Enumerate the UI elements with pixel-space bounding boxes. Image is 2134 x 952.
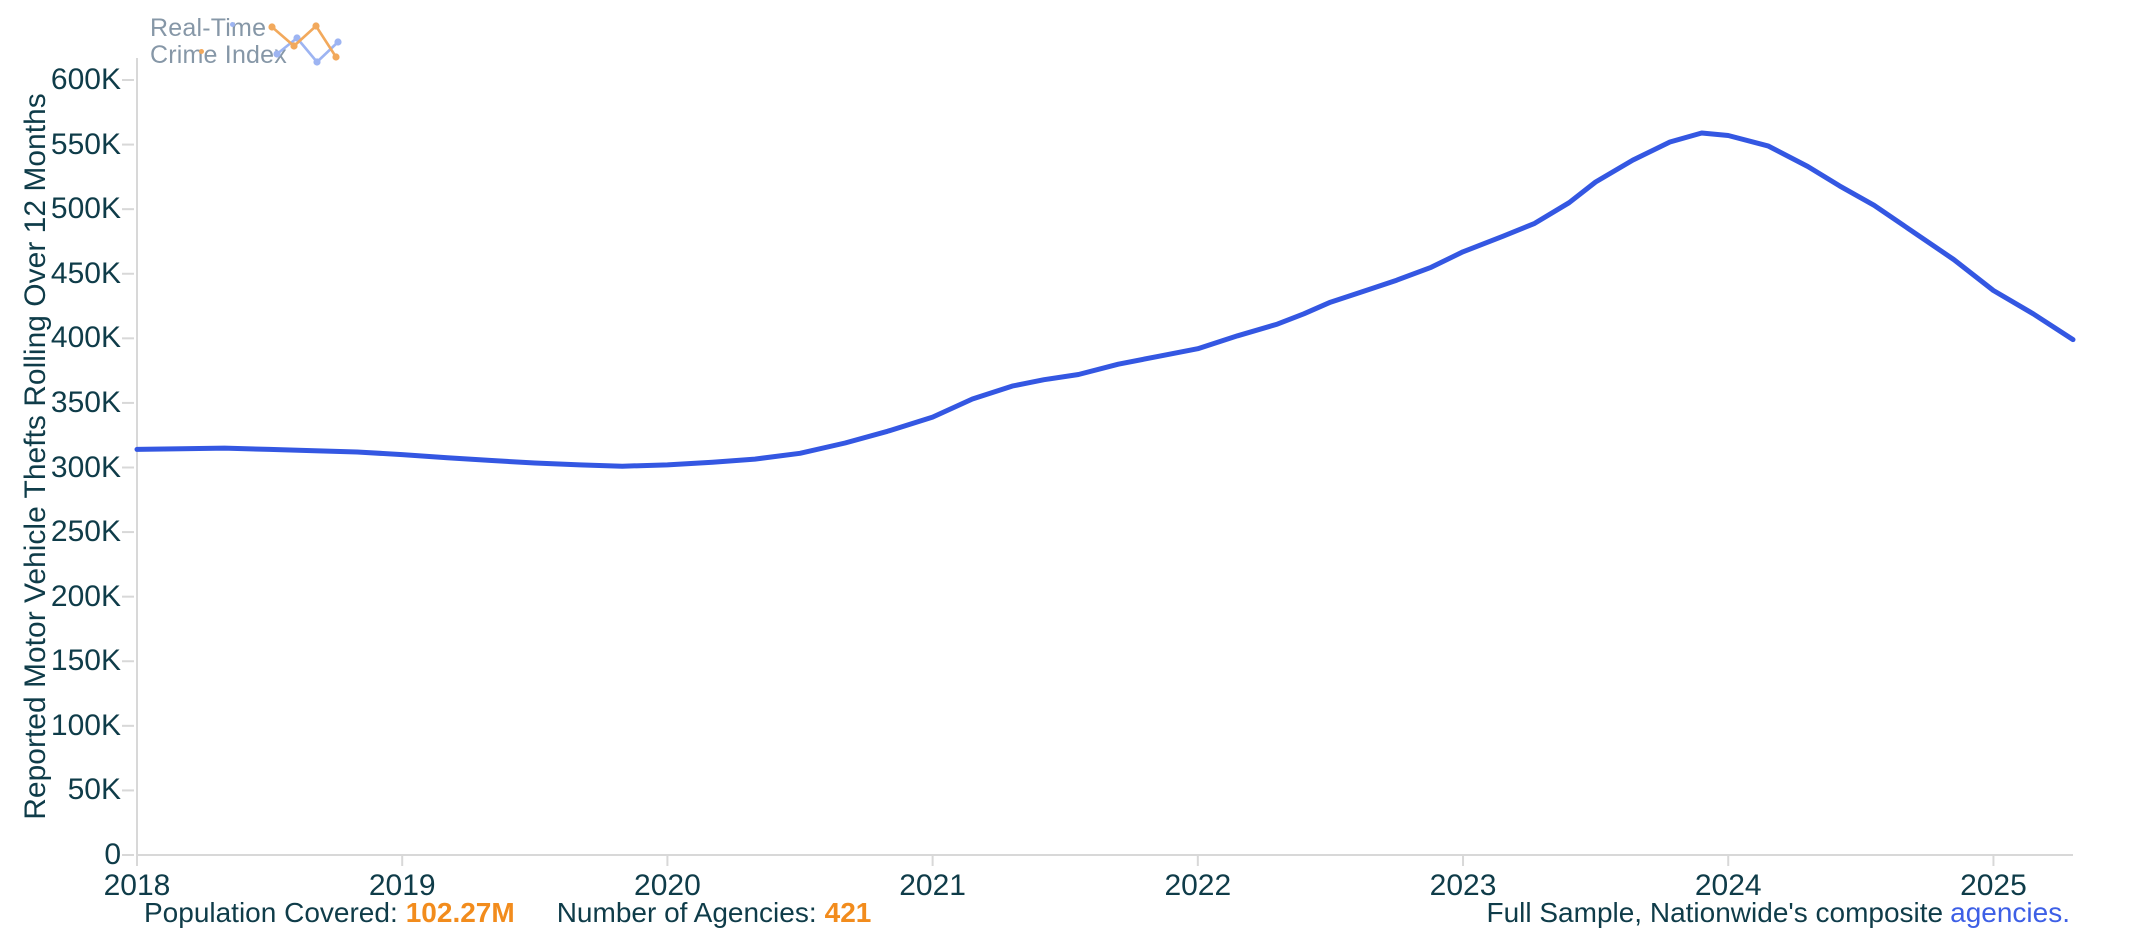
number-of-agencies-value: 421 xyxy=(824,897,872,928)
y-tick-label: 200K xyxy=(50,579,121,613)
x-tick-label: 2018 xyxy=(103,869,171,902)
logo-i-dot-orange xyxy=(199,49,204,54)
sample-text: Full Sample, Nationwide's composite xyxy=(1486,897,1944,928)
chart-tick-marks xyxy=(122,79,1995,866)
number-of-agencies-stat: Number of Agencies: 421 xyxy=(557,897,872,929)
footer-stats: Population Covered: 102.27M Number of Age… xyxy=(144,897,871,929)
agencies-link[interactable]: agencies. xyxy=(1950,897,2070,928)
series-line xyxy=(134,130,2076,469)
trend-line xyxy=(134,130,2076,469)
y-tick-label: 150K xyxy=(50,644,121,678)
population-covered-stat: Population Covered: 102.27M xyxy=(144,897,515,929)
x-tick-label: 2023 xyxy=(1429,869,1497,902)
y-tick-label: 50K xyxy=(67,773,121,807)
x-tick-label: 2019 xyxy=(368,869,436,902)
y-tick-label: 550K xyxy=(50,127,121,161)
y-tick-label: 600K xyxy=(50,63,121,96)
logo-i-dot-blue xyxy=(230,22,235,27)
y-tick-label: 300K xyxy=(50,450,121,484)
population-covered-value: 102.27M xyxy=(405,897,515,928)
y-tick-label: 100K xyxy=(50,708,121,742)
x-tick-label: 2025 xyxy=(1960,869,2027,902)
x-tick-label: 2022 xyxy=(1164,869,1232,902)
population-covered-label: Population Covered: xyxy=(144,897,398,928)
y-tick-label: 0 xyxy=(104,838,121,871)
y-tick-label: 400K xyxy=(50,321,121,355)
logo-line-2: Crime Index xyxy=(150,41,287,69)
sample-description: Full Sample, Nationwide's composite agenc… xyxy=(1486,897,2070,929)
logo-zigzag-icon xyxy=(268,22,342,66)
logo-line-1: Real-Time xyxy=(150,14,267,42)
x-tick-label: 2024 xyxy=(1694,869,1762,902)
rtci-logo: Real-Time Crime Index xyxy=(150,15,287,69)
y-tick-label: 450K xyxy=(50,256,121,290)
y-tick-label: 350K xyxy=(50,385,121,419)
x-tick-label: 2020 xyxy=(634,869,701,902)
y-tick-label: 250K xyxy=(50,515,121,549)
number-of-agencies-label: Number of Agencies: xyxy=(556,897,817,928)
y-tick-label: 500K xyxy=(50,192,121,226)
x-tick-label: 2021 xyxy=(899,869,966,902)
